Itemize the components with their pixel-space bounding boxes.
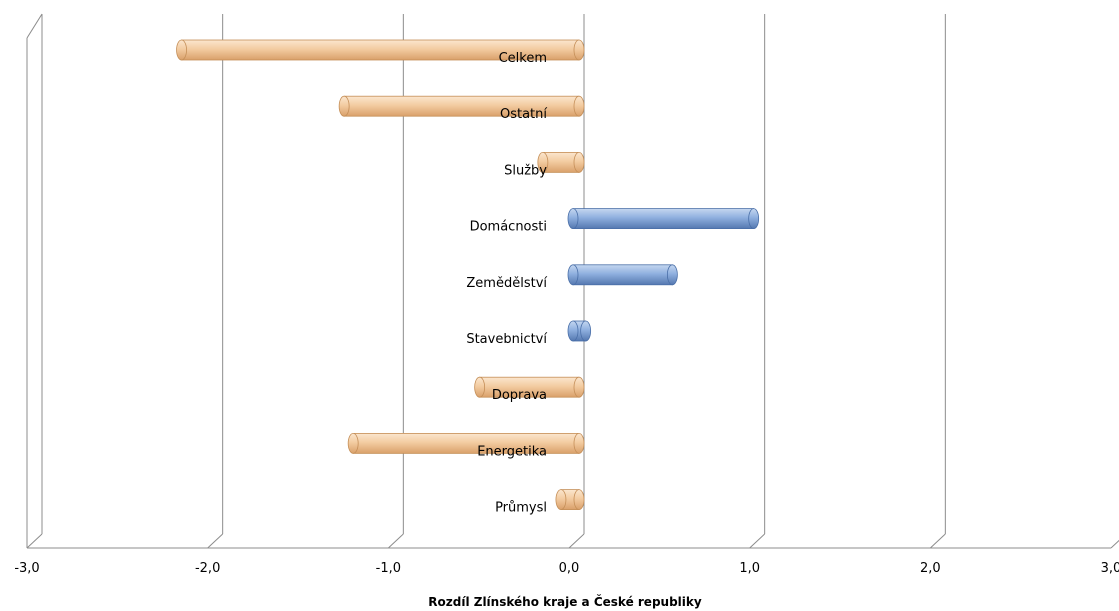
bar-cap-left <box>555 489 567 511</box>
gridline-depth <box>387 533 404 549</box>
bar-cap-left <box>537 151 549 173</box>
gridline-depth <box>929 533 946 549</box>
bar-cap-right <box>573 39 585 61</box>
bar-cap-right <box>573 489 585 511</box>
bar-cap-left <box>474 376 486 398</box>
x-tick-label: 1,0 <box>739 561 760 576</box>
category-label: Domácnosti <box>470 220 547 235</box>
category-label: Zemědělství <box>466 276 547 291</box>
bar-cap-left <box>567 208 579 230</box>
x-tick-label: 2,0 <box>920 561 941 576</box>
x-tick-label: -3,0 <box>14 561 39 576</box>
category-label: Energetika <box>477 444 547 459</box>
bar-cap-right <box>573 95 585 117</box>
category-label: Stavebnictví <box>466 332 547 347</box>
bar-cap-right <box>573 432 585 454</box>
bar-cap-right <box>748 208 760 230</box>
bar-cap-right <box>580 320 592 342</box>
x-tick-label: -1,0 <box>376 561 401 576</box>
category-label: Služby <box>504 163 547 178</box>
x-axis-title: Rozdíl Zlínského kraje a České republiky <box>428 594 702 609</box>
bar-cap-left <box>338 95 350 117</box>
bar <box>572 208 755 230</box>
gridline-depth <box>26 533 43 549</box>
wall-edge <box>26 13 43 39</box>
gridline-depth <box>1110 539 1119 549</box>
labels-layer: -3,0 -2,0 -1,0 0,0 1,0 2,0 3,0 Celkem Ostatní Slu… <box>14 51 1119 576</box>
gridline-depth <box>568 533 585 549</box>
bar-cap-left <box>567 264 579 286</box>
category-label: Doprava <box>492 388 547 403</box>
bar-cap-left <box>176 39 187 61</box>
gridline-depth <box>207 533 224 549</box>
category-label: Ostatní <box>500 107 547 122</box>
bar <box>542 151 580 173</box>
x-tick-label: -2,0 <box>195 561 220 576</box>
gridline-depth <box>749 533 766 549</box>
bar-cap-left <box>347 432 359 454</box>
bar-cap-right <box>573 151 585 173</box>
bar-cap-right <box>573 376 585 398</box>
category-label: Celkem <box>499 51 547 66</box>
bar-cap-left <box>567 320 579 342</box>
x-tick-label: 0,0 <box>559 561 580 576</box>
bars-layer <box>176 39 760 511</box>
bar <box>572 264 673 286</box>
x-tick-label: 3,0 <box>1101 561 1119 576</box>
bar-cap-right <box>666 264 678 286</box>
category-label: Průmysl <box>495 501 547 516</box>
